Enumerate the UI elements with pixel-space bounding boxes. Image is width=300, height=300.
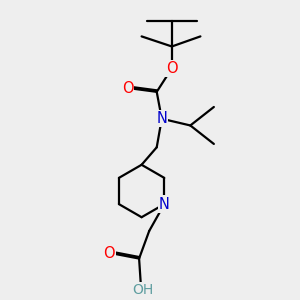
Text: O: O xyxy=(122,81,133,96)
Text: O: O xyxy=(166,61,178,76)
Text: N: N xyxy=(156,111,167,126)
Text: O: O xyxy=(103,246,115,261)
Text: N: N xyxy=(159,196,170,211)
Text: OH: OH xyxy=(132,283,153,297)
